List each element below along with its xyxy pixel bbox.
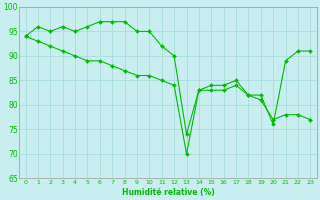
- X-axis label: Humidité relative (%): Humidité relative (%): [122, 188, 214, 197]
